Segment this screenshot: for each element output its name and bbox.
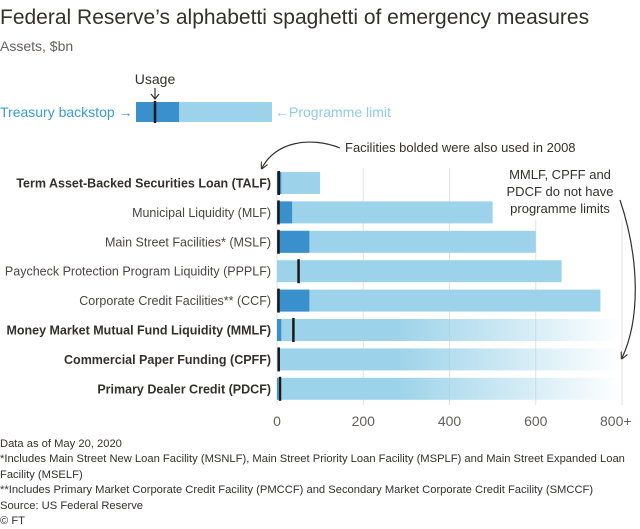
tick-label-3: 600 (524, 413, 548, 429)
footnotes: Data as of May 20, 2020 *Includes Main S… (0, 437, 630, 529)
category-label-2: Main Street Facilities* (MSLF) (105, 235, 271, 249)
legend-usage-arrowhead (150, 93, 160, 100)
category-label-1: Municipal Liquidity (MLF) (132, 206, 271, 220)
no-limit-note-line-3: programme limits (510, 201, 610, 216)
footnote-date: Data as of May 20, 2020 (0, 438, 122, 450)
category-label-5: Money Market Mutual Fund Liquidity (MMLF… (6, 324, 271, 338)
bolded-note-text: Facilities bolded were also used in 2008 (345, 140, 576, 155)
tick-label-4: 800+ (600, 413, 632, 429)
bolded-note-annotation: Facilities bolded were also used in 2008 (262, 140, 576, 168)
footnote-ccf: **Includes Primary Market Corporate Cred… (0, 484, 594, 497)
limit-bar-4 (277, 289, 601, 312)
backstop-bar-1 (277, 201, 293, 224)
no-limit-note-bg (500, 164, 626, 220)
footnote-source: Source: US Federal Reserve (0, 499, 144, 512)
legend-backstop-bar (136, 102, 179, 122)
chart-subtitle: Assets, $bn (0, 38, 74, 54)
category-label-7: Primary Dealer Credit (PDCF) (97, 382, 271, 396)
footnote-mainstreet: *Includes Main Street New Loan Facility … (0, 453, 625, 481)
category-label-3: Paycheck Protection Program Liquidity (P… (5, 265, 271, 279)
category-labels: Term Asset-Backed Securities Loan (TALF)… (5, 177, 271, 397)
category-label-0: Term Asset-Backed Securities Loan (TALF) (16, 177, 271, 191)
limit-bar-0 (277, 172, 321, 194)
limit-bar-5 (277, 319, 622, 341)
legend-usage-label: Usage (135, 71, 176, 87)
tick-label-2: 400 (438, 413, 462, 429)
limit-bar-6 (277, 348, 622, 371)
backstop-bar-2 (277, 230, 310, 253)
footnote-copyright: © FT (0, 515, 26, 528)
limit-bar-2 (277, 230, 536, 253)
legend-treasury-label: Treasury backstop → (0, 104, 133, 120)
limit-bar-7 (277, 377, 622, 400)
no-limit-note-line-2: PDCF do not have (507, 184, 614, 199)
tick-labels: 0 200 400 600 800+ (273, 413, 631, 429)
tick-label-0: 0 (273, 413, 281, 429)
chart-svg: Usage Treasury backstop → ←Programme lim… (0, 71, 636, 429)
backstop-bar-5 (277, 319, 282, 341)
backstop-bar-4 (277, 289, 310, 312)
tick-label-1: 200 (352, 413, 376, 429)
no-limit-annotation: MMLF, CPFF and PDCF do not have programm… (500, 164, 636, 358)
backstop-bar-7 (277, 377, 279, 400)
category-label-6: Commercial Paper Funding (CPFF) (64, 353, 271, 367)
chart-title: Federal Reserve’s alphabetti spaghetti o… (0, 6, 590, 29)
bolded-note-arrow (262, 141, 341, 168)
no-limit-note-arrow (619, 199, 636, 358)
no-limit-note-line-1: MMLF, CPFF and (509, 167, 611, 182)
bars (277, 171, 622, 401)
limit-bar-3 (277, 260, 562, 283)
legend: Usage Treasury backstop → ←Programme lim… (0, 71, 391, 123)
category-label-4: Corporate Credit Facilities** (CCF) (79, 294, 271, 308)
limit-bar-1 (277, 201, 493, 224)
legend-limit-label: ←Programme limit (275, 104, 391, 120)
